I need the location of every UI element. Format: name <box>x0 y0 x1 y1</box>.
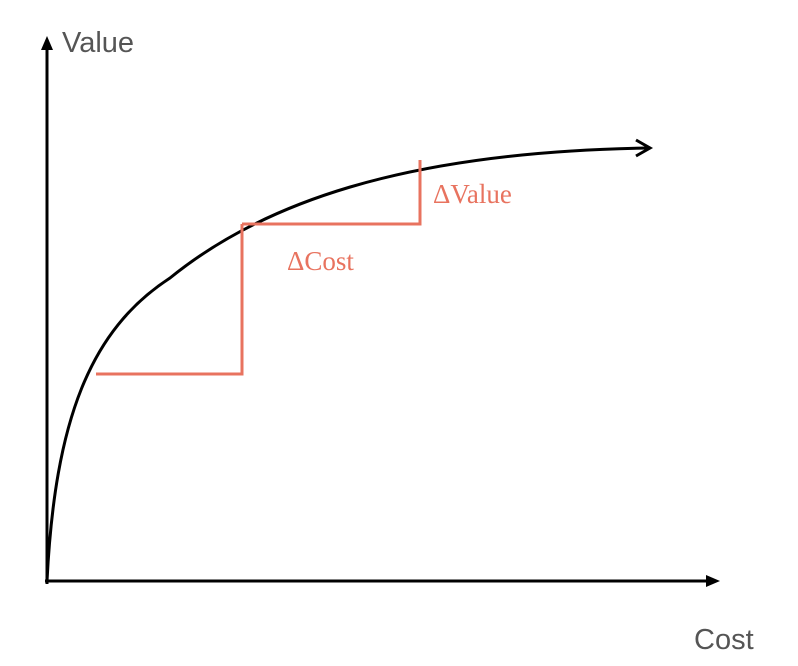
delta-step-upper <box>242 160 422 226</box>
delta-cost-label: ΔCost <box>287 246 354 276</box>
y-axis-arrowhead <box>41 36 53 50</box>
y-axis-label: Value <box>62 27 134 59</box>
x-axis-arrowhead <box>706 575 720 587</box>
x-axis-label: Cost <box>694 624 754 656</box>
delta-step-lower <box>96 224 244 376</box>
curve-arrowhead <box>635 138 654 158</box>
delta-value-label: ΔValue <box>433 179 512 209</box>
value-curve <box>45 146 649 582</box>
